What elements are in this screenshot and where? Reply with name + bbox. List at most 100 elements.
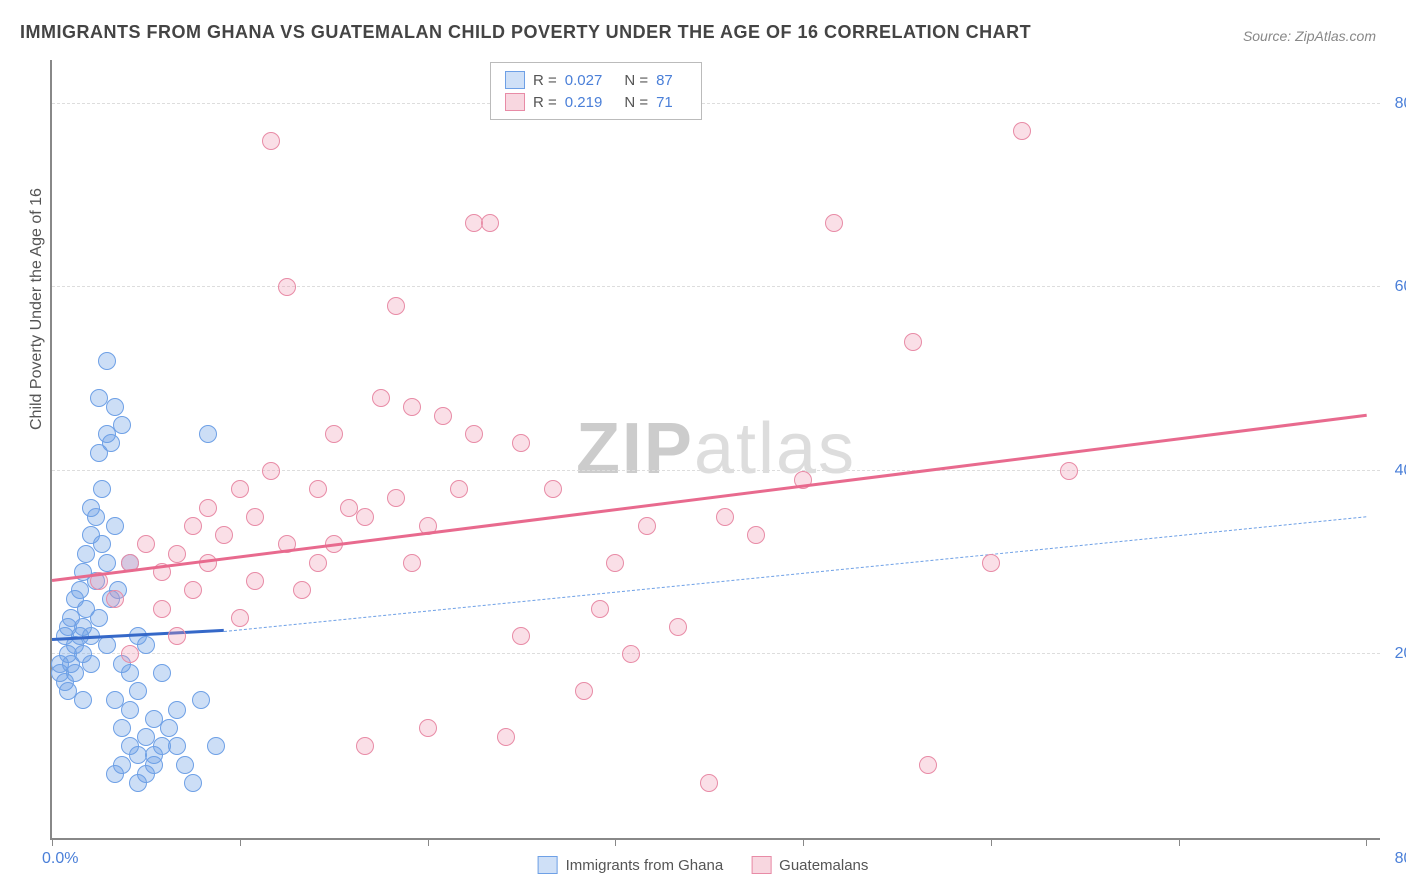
- scatter-point: [512, 434, 530, 452]
- scatter-point: [1013, 122, 1031, 140]
- swatch-series2: [505, 93, 525, 111]
- scatter-point: [231, 480, 249, 498]
- r-label: R =: [533, 72, 557, 89]
- scatter-point: [278, 278, 296, 296]
- gridline: [52, 470, 1380, 471]
- scatter-point: [168, 545, 186, 563]
- x-tick: [1179, 838, 1180, 846]
- scatter-point: [121, 664, 139, 682]
- scatter-point: [309, 554, 327, 572]
- scatter-point: [544, 480, 562, 498]
- scatter-point: [481, 214, 499, 232]
- scatter-point: [747, 526, 765, 544]
- scatter-point: [137, 535, 155, 553]
- y-axis-label: Child Poverty Under the Age of 16: [28, 188, 46, 430]
- scatter-point: [904, 333, 922, 351]
- watermark: ZIPatlas: [576, 408, 856, 490]
- scatter-point: [606, 554, 624, 572]
- scatter-point: [106, 590, 124, 608]
- scatter-point: [192, 691, 210, 709]
- scatter-point: [176, 756, 194, 774]
- scatter-point: [82, 655, 100, 673]
- scatter-point: [121, 645, 139, 663]
- scatter-point: [121, 701, 139, 719]
- scatter-point: [434, 407, 452, 425]
- stats-row-series2: R = 0.219 N = 71: [505, 91, 687, 113]
- scatter-point: [93, 480, 111, 498]
- scatter-point: [231, 609, 249, 627]
- scatter-point: [575, 682, 593, 700]
- swatch-series1: [505, 71, 525, 89]
- chart-title: IMMIGRANTS FROM GHANA VS GUATEMALAN CHIL…: [20, 22, 1031, 43]
- bottom-legend: Immigrants from Ghana Guatemalans: [538, 856, 869, 874]
- x-tick: [803, 838, 804, 846]
- scatter-point: [113, 719, 131, 737]
- legend-item-series2: Guatemalans: [751, 856, 868, 874]
- scatter-point: [325, 425, 343, 443]
- stats-row-series1: R = 0.027 N = 87: [505, 69, 687, 91]
- swatch-series1-bottom: [538, 856, 558, 874]
- scatter-point: [387, 297, 405, 315]
- x-tick: [428, 838, 429, 846]
- scatter-point: [1060, 462, 1078, 480]
- scatter-point: [700, 774, 718, 792]
- scatter-point: [93, 535, 111, 553]
- scatter-point: [106, 517, 124, 535]
- scatter-point: [199, 425, 217, 443]
- scatter-point: [113, 416, 131, 434]
- scatter-point: [825, 214, 843, 232]
- watermark-light: atlas: [694, 409, 856, 489]
- scatter-point: [184, 774, 202, 792]
- scatter-point: [98, 636, 116, 654]
- legend-label-series1: Immigrants from Ghana: [566, 857, 724, 874]
- scatter-point: [982, 554, 1000, 572]
- scatter-point: [199, 499, 217, 517]
- scatter-point: [403, 398, 421, 416]
- swatch-series2-bottom: [751, 856, 771, 874]
- trend-line-extrapolated: [224, 516, 1366, 632]
- scatter-point: [129, 682, 147, 700]
- scatter-point: [168, 627, 186, 645]
- scatter-point: [74, 691, 92, 709]
- scatter-point: [356, 737, 374, 755]
- n-label: N =: [624, 72, 648, 89]
- scatter-point: [153, 664, 171, 682]
- x-tick: [615, 838, 616, 846]
- n-value-series2: 71: [656, 94, 673, 111]
- n-value-series1: 87: [656, 72, 673, 89]
- scatter-point: [638, 517, 656, 535]
- y-tick-label: 40.0%: [1395, 462, 1406, 480]
- legend-item-series1: Immigrants from Ghana: [538, 856, 724, 874]
- x-tick-label-min: 0.0%: [42, 850, 78, 868]
- scatter-point: [168, 701, 186, 719]
- scatter-point: [98, 352, 116, 370]
- scatter-point: [716, 508, 734, 526]
- scatter-point: [199, 554, 217, 572]
- scatter-point: [497, 728, 515, 746]
- x-tick: [240, 838, 241, 846]
- scatter-point: [106, 398, 124, 416]
- scatter-point: [309, 480, 327, 498]
- scatter-point: [153, 600, 171, 618]
- scatter-point: [90, 609, 108, 627]
- scatter-point: [669, 618, 687, 636]
- scatter-point: [246, 508, 264, 526]
- watermark-bold: ZIP: [576, 409, 694, 489]
- scatter-point: [87, 508, 105, 526]
- n-label: N =: [624, 94, 648, 111]
- scatter-point: [98, 554, 116, 572]
- gridline: [52, 286, 1380, 287]
- gridline: [52, 103, 1380, 104]
- scatter-point: [102, 434, 120, 452]
- chart-area: ZIPatlas 20.0%40.0%60.0%80.0%0.0%80.0%: [50, 60, 1380, 840]
- scatter-point: [403, 554, 421, 572]
- scatter-point: [419, 719, 437, 737]
- scatter-point: [184, 581, 202, 599]
- scatter-point: [387, 489, 405, 507]
- scatter-point: [207, 737, 225, 755]
- gridline: [52, 653, 1380, 654]
- x-tick: [52, 838, 53, 846]
- r-value-series1: 0.027: [565, 72, 603, 89]
- plot-region: ZIPatlas 20.0%40.0%60.0%80.0%0.0%80.0%: [50, 60, 1380, 840]
- scatter-point: [372, 389, 390, 407]
